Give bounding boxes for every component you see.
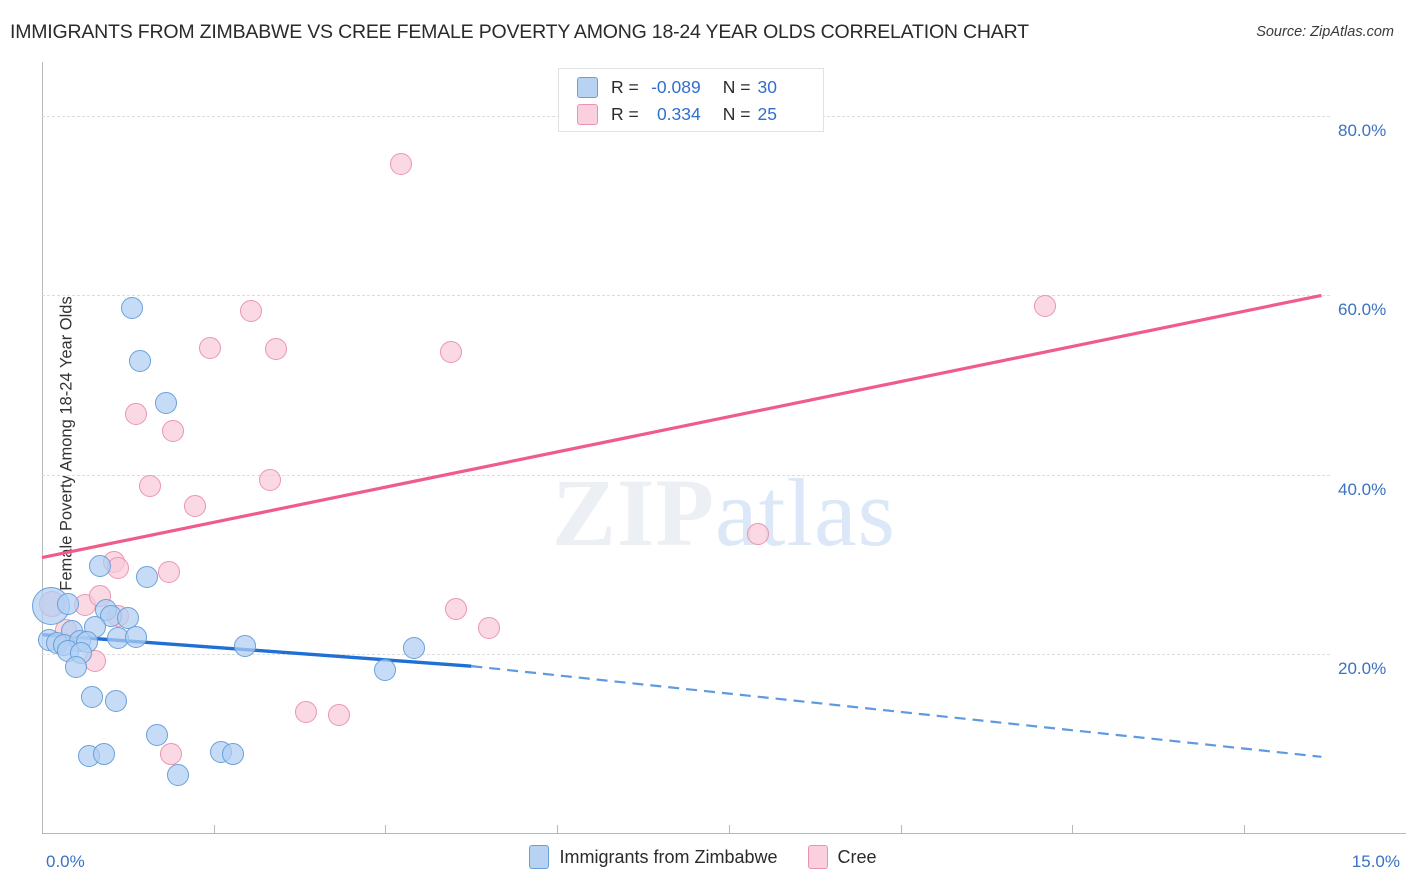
stats-r-label-zimbabwe: R = [611,76,639,97]
gridline [42,295,1330,297]
legend-entry-zimbabwe[interactable]: Immigrants from Zimbabwe [529,845,778,869]
x-tick [213,825,215,834]
data-point-zimbabwe [92,743,115,766]
y-tick-label: 60.0% [1338,300,1387,320]
trend-line-zimbabwe-dashed [471,665,1322,758]
data-point-zimbabwe [124,626,147,649]
data-point-zimbabwe [221,743,244,766]
data-point-cree [162,419,185,442]
x-tick [557,825,559,834]
gridline [42,654,1330,656]
stats-n-value-zimbabwe: 30 [757,76,777,97]
legend-entry-cree[interactable]: Cree [807,845,877,869]
stats-n-value-cree: 25 [757,103,777,124]
data-point-zimbabwe [166,763,189,786]
y-axis-title: Female Poverty Among 18-24 Year Olds [57,296,76,591]
x-tick-label-min: 0.0% [46,852,85,871]
stats-r-value-zimbabwe: -0.089 [651,76,701,97]
x-tick [385,825,387,834]
x-tick [728,825,730,834]
data-point-cree [259,469,282,492]
data-point-cree [477,616,500,639]
data-point-zimbabwe [146,724,169,747]
data-point-zimbabwe [121,296,144,319]
data-point-cree [125,402,148,425]
data-point-cree [389,153,412,176]
legend-swatch-zimbabwe [529,845,550,869]
legend-label-zimbabwe: Immigrants from Zimbabwe [559,846,778,867]
stats-row-cree: R = 0.334 N = 25 [577,100,785,128]
plot-area: Female Poverty Among 18-24 Year Olds ZIP… [31,62,1330,834]
data-point-cree [265,338,288,361]
series-legend: Immigrants from Zimbabwe Cree [0,845,1406,869]
data-point-cree [444,597,467,620]
page-title: IMMIGRANTS FROM ZIMBABWE VS CREE FEMALE … [10,21,1029,43]
data-point-zimbabwe [80,685,103,708]
data-point-cree [295,700,318,723]
y-tick-label: 20.0% [1338,659,1387,679]
stats-n-label-cree: N = [722,103,751,124]
data-point-cree [439,340,462,363]
x-axis-line [42,833,1406,834]
data-point-zimbabwe [402,637,425,660]
x-tick [900,825,902,834]
x-tick [1072,825,1074,834]
data-point-zimbabwe [233,635,256,658]
data-point-cree [1033,295,1056,318]
stats-r-value-cree: 0.334 [656,103,701,124]
zipatlas-watermark: ZIPatlas [552,457,896,568]
trend-line-cree [41,293,1322,560]
legend-swatch-cree [807,845,828,869]
y-tick-label: 80.0% [1338,120,1387,140]
data-point-cree [139,474,162,497]
stats-swatch-cree [577,103,598,125]
data-point-zimbabwe [56,593,79,616]
x-tick-label-max: 15.0% [1351,852,1400,871]
data-point-zimbabwe [104,690,127,713]
data-point-cree [239,299,262,322]
trend-lines [41,293,1322,758]
stats-row-zimbabwe: R = -0.089 N = 30 [577,73,785,101]
data-point-zimbabwe [128,349,151,372]
data-point-cree [159,743,182,766]
stats-swatch-zimbabwe [577,76,598,98]
stats-r-label-cree: R = [611,103,639,124]
stats-n-label-zimbabwe: N = [722,76,751,97]
gridline [42,474,1330,476]
data-point-zimbabwe [374,658,397,681]
data-point-zimbabwe [154,392,177,415]
data-point-cree [183,495,206,518]
x-tick [42,825,43,834]
correlation-stats-box: R = -0.089 N = 30 R = 0.334 N = 25 [558,68,824,132]
y-tick-label: 40.0% [1338,479,1387,499]
data-point-cree [158,560,181,583]
data-point-zimbabwe [116,606,139,629]
data-point-zimbabwe [135,566,158,589]
data-point-cree [199,337,222,360]
x-tick [1244,825,1246,834]
legend-label-cree: Cree [837,846,877,867]
data-point-zimbabwe [89,554,112,577]
data-point-zimbabwe [65,656,88,679]
data-point-cree [328,703,351,726]
data-point-cree [747,523,770,546]
source-attribution: Source: ZipAtlas.com [1256,24,1394,40]
